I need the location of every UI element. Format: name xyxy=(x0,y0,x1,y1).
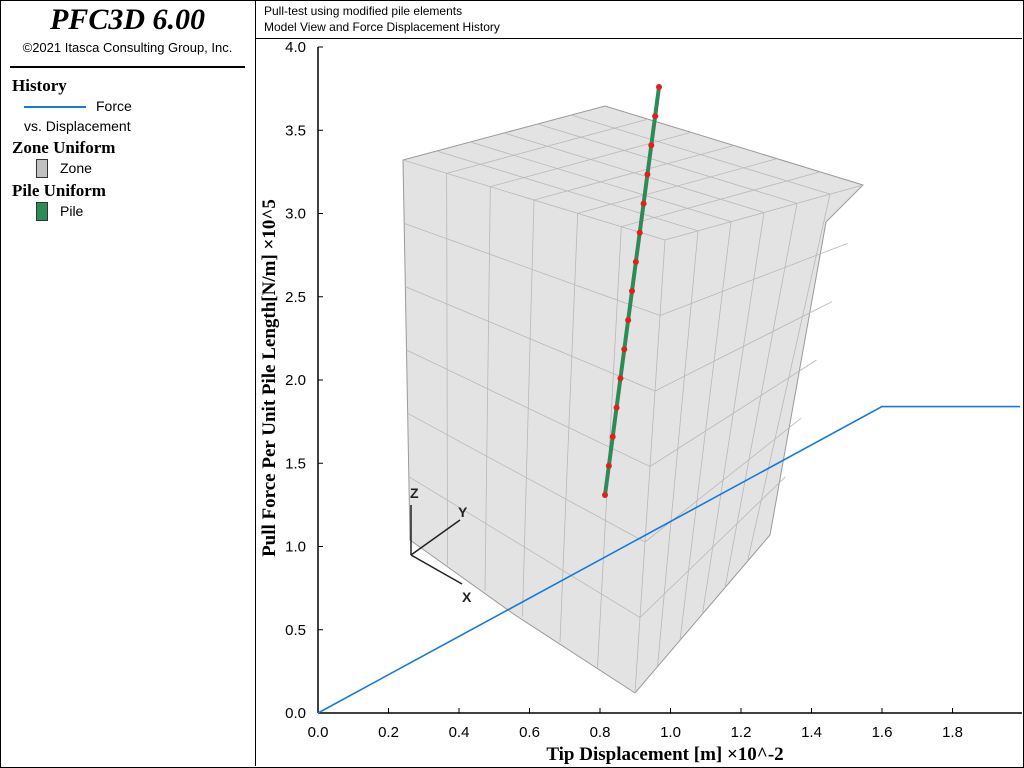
zone-block-body xyxy=(402,105,864,694)
pile-node xyxy=(648,142,655,149)
pile-node xyxy=(621,346,628,353)
pile xyxy=(602,84,662,498)
zone-block xyxy=(402,105,864,694)
pile-node xyxy=(609,433,616,440)
plot-header: Pull-test using modified pile elements M… xyxy=(256,0,1022,39)
pile-node xyxy=(613,404,620,411)
copyright-text: ©2021 Itasca Consulting Group, Inc. xyxy=(22,40,233,55)
y-ticks: 0.0 0.5 1.0 1.5 2.0 2.5 3.0 3.5 4.0 xyxy=(285,39,323,722)
y-tick-label: 1.5 xyxy=(285,455,306,472)
zone-grid-line xyxy=(402,159,666,241)
zone-grid-line xyxy=(634,239,666,694)
zone-color-swatch xyxy=(36,159,48,178)
triad-y-label: Y xyxy=(458,504,468,520)
triad-y-axis xyxy=(410,519,461,556)
legend-pile-label: Pile xyxy=(60,203,84,219)
x-tick-label: 0.6 xyxy=(519,724,540,741)
x-tick-label: 0.2 xyxy=(378,724,399,741)
app-title: PFC3D 6.00 xyxy=(49,3,205,36)
legend-history-label-2: vs. Displacement xyxy=(24,118,131,134)
pile-color-swatch xyxy=(36,202,48,221)
axes-triad xyxy=(410,505,463,585)
y-tick-label: 1.0 xyxy=(285,539,306,556)
triad-x-axis xyxy=(410,554,463,585)
x-ticks: 0.0 0.2 0.4 0.6 0.8 1.0 1.2 1.4 1.6 1.8 xyxy=(308,708,963,741)
x-tick-label: 1.6 xyxy=(872,724,893,741)
pile-node xyxy=(632,258,639,265)
legend-pile-heading: Pile Uniform xyxy=(12,181,106,200)
pile-node xyxy=(640,200,647,207)
triad-x-label: X xyxy=(462,589,472,605)
x-tick-label: 0.0 xyxy=(308,724,329,741)
y-tick-label: 0.5 xyxy=(285,622,306,639)
pile-node xyxy=(644,171,651,178)
x-tick-label: 1.0 xyxy=(660,724,681,741)
y-tick-label: 4.0 xyxy=(285,39,306,56)
history-line-swatch xyxy=(24,106,86,108)
pile-node xyxy=(636,229,643,236)
legend-sidebar: PFC3D 6.00 ©2021 Itasca Consulting Group… xyxy=(0,0,256,766)
y-tick-label: 3.0 xyxy=(285,206,306,223)
pile-node xyxy=(652,113,659,120)
pile-node xyxy=(602,492,608,498)
header-line-2: Model View and Force Displacement Histor… xyxy=(264,20,500,34)
x-tick-label: 0.8 xyxy=(590,724,611,741)
y-axis-title: Pull Force Per Unit Pile Length[N/m] ×10… xyxy=(259,199,280,557)
x-tick-label: 1.2 xyxy=(731,724,752,741)
y-tick-label: 2.5 xyxy=(285,289,306,306)
x-tick-label: 0.4 xyxy=(449,724,470,741)
x-tick-label: 1.8 xyxy=(942,724,963,741)
pile-nodes xyxy=(602,84,662,498)
legend-history-label: Force xyxy=(96,98,132,114)
pile-node xyxy=(617,375,624,382)
title-divider xyxy=(10,66,245,68)
zone-grid-line xyxy=(747,194,831,562)
y-tick-label: 0.0 xyxy=(285,705,306,722)
legend-zone-heading: Zone Uniform xyxy=(12,138,116,157)
pile-node xyxy=(629,288,635,294)
zone-grid-line xyxy=(621,171,821,228)
pile-node xyxy=(625,317,632,324)
legend-zone-label: Zone xyxy=(60,160,92,176)
x-axis-title: Tip Displacement [m] ×10^-2 xyxy=(546,744,783,765)
pile-node xyxy=(656,84,662,90)
legend-history-heading: History xyxy=(12,76,67,95)
zone-grid-lines xyxy=(402,114,864,694)
y-tick-label: 3.5 xyxy=(285,122,306,139)
zone-grid-line xyxy=(664,184,864,241)
y-tick-label: 2.0 xyxy=(285,372,306,389)
header-line-1: Pull-test using modified pile elements xyxy=(264,4,463,18)
triad-z-label: Z xyxy=(410,485,419,501)
series-force-line xyxy=(317,405,1020,714)
pile-node xyxy=(605,462,612,469)
x-tick-label: 1.4 xyxy=(801,724,822,741)
